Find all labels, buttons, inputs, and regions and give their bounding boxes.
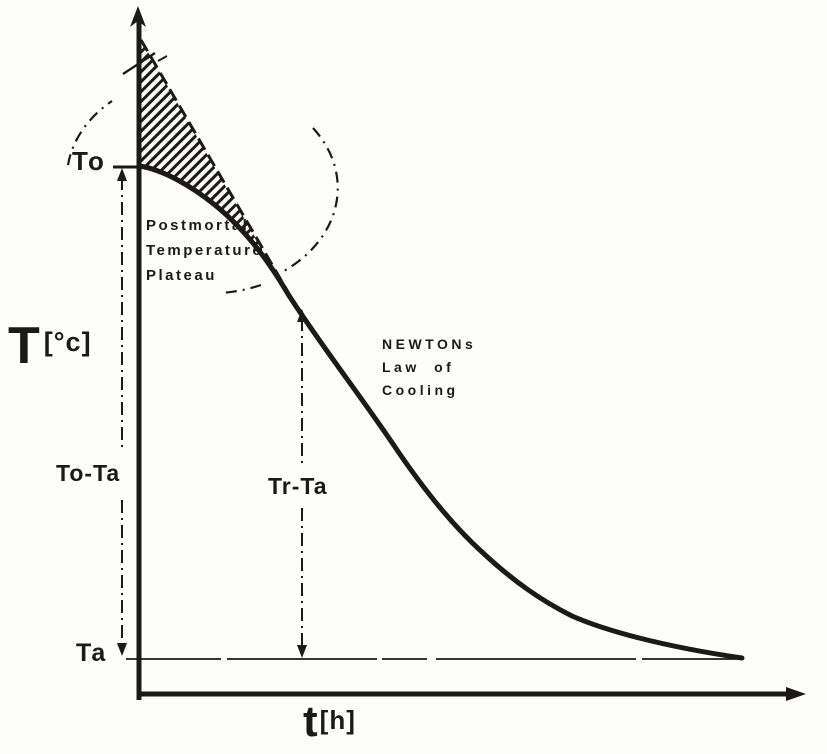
y-axis-symbol: T <box>8 317 40 375</box>
x-axis-symbol: t <box>303 697 318 746</box>
x-axis-title: t [h] <box>303 700 356 744</box>
label-to-minus-ta: To-Ta <box>56 460 121 486</box>
y-axis-arrowhead-icon <box>130 6 146 27</box>
axis-break-dash <box>157 55 168 62</box>
annotation-plateau: Postmortal Temperature Plateau <box>146 213 263 288</box>
highlight-circle-arc-right <box>283 127 339 272</box>
label-ta: Ta <box>76 639 108 667</box>
label-tr-minus-ta: Tr-Ta <box>268 473 328 499</box>
highlight-circle-arc-bottom <box>220 283 262 295</box>
annotation-newton-line-3: Cooling <box>382 382 459 398</box>
x-axis-arrowhead-icon <box>786 687 806 701</box>
annotation-newton-line-1: NEWTONs <box>382 336 477 352</box>
label-to: To <box>72 146 106 176</box>
cooling-curve <box>137 163 745 661</box>
tr-ta-arrowhead-up-icon <box>297 309 307 322</box>
annotation-newton-line-2: Law of <box>382 359 455 375</box>
annotation-plateau-line-3: Plateau <box>146 267 217 284</box>
annotation-plateau-line-2: Temperature <box>146 242 264 259</box>
y-axis-unit: [°c] <box>43 327 92 357</box>
axis-break-slash <box>122 51 156 76</box>
extrapolation-dashed-line <box>139 39 290 293</box>
x-axis-unit: [h] <box>319 705 356 735</box>
y-axis-title: T [°c] <box>8 320 92 372</box>
tr-ta-arrowhead-down-icon <box>297 645 307 658</box>
to-ta-arrowhead-down-icon <box>117 643 127 656</box>
annotation-newton: NEWTONs Law of Cooling <box>382 333 476 402</box>
to-ta-arrowhead-up-icon <box>117 168 127 181</box>
highlight-circle-arc-upper-left <box>66 100 113 166</box>
annotation-plateau-line-1: Postmortal <box>146 217 250 234</box>
